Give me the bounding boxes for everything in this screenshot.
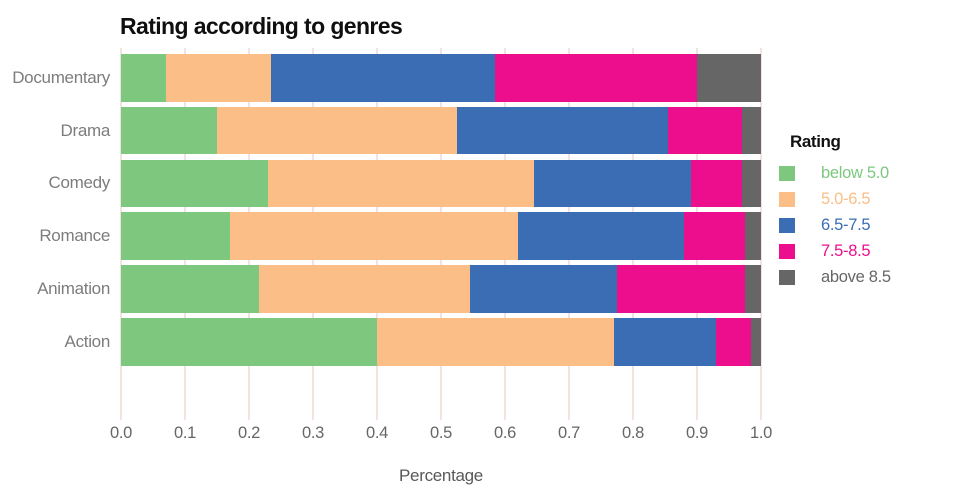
plot-panel: [120, 48, 762, 420]
chart-title: Rating according to genres: [120, 13, 403, 39]
bar-segment-action-5.0-6.5: [377, 318, 614, 366]
bar-segment-animation-5.0-6.5: [258, 265, 470, 313]
legend-label-7.5-8.5: 7.5-8.5: [821, 241, 871, 260]
bar-row-drama: [121, 106, 761, 155]
bar-segment-drama-below-5.0: [121, 106, 217, 155]
legend-swatch-6.5-7.5: [779, 217, 795, 233]
bar-segment-romance-above-8.5: [744, 212, 761, 260]
bar-segment-animation-7.5-8.5: [616, 265, 745, 313]
x-tick-0.0: 0.0: [109, 424, 133, 442]
legend: Rating below 5.0 5.0-6.5 6.5-7.5 7.5-8.5 abo…: [779, 132, 954, 290]
y-label-documentary: Documentary: [12, 67, 110, 87]
y-label-romance: Romance: [39, 226, 110, 246]
x-tick-0.8: 0.8: [621, 424, 645, 442]
legend-item-6.5-7.5: 6.5-7.5: [779, 212, 954, 238]
bar-segment-romance-7.5-8.5: [684, 212, 745, 260]
legend-swatch-above-8.5: [779, 269, 795, 285]
bar-segment-comedy-6.5-7.5: [533, 159, 691, 208]
x-tick-0.5: 0.5: [429, 424, 453, 442]
x-tick-0.7: 0.7: [557, 424, 581, 442]
y-label-action: Action: [64, 331, 111, 351]
x-tick-0.1: 0.1: [173, 424, 197, 442]
bar-segment-documentary-5.0-6.5: [165, 54, 272, 102]
legend-swatch-5.0-6.5: [779, 191, 795, 207]
x-tick-0.2: 0.2: [237, 424, 261, 442]
bar-segment-action-6.5-7.5: [613, 318, 717, 366]
bar-segment-action-7.5-8.5: [716, 318, 752, 366]
legend-label-below-5.0: below 5.0: [821, 163, 889, 182]
y-label-comedy: Comedy: [48, 173, 110, 193]
bar-segment-romance-5.0-6.5: [229, 212, 518, 260]
bar-segment-comedy-7.5-8.5: [690, 159, 742, 208]
bar-segment-documentary-above-8.5: [696, 54, 761, 102]
x-tick-0.4: 0.4: [365, 424, 389, 442]
bar-row-comedy: [121, 159, 761, 208]
bar-segment-animation-below-5.0: [121, 265, 259, 313]
bar-segment-romance-6.5-7.5: [517, 212, 685, 260]
bar-segment-action-above-8.5: [751, 318, 761, 366]
legend-label-above-8.5: above 8.5: [821, 267, 891, 286]
y-label-drama: Drama: [60, 120, 110, 140]
legend-item-above-8.5: above 8.5: [779, 264, 954, 290]
legend-title: Rating: [790, 132, 841, 151]
bar-segment-action-below-5.0: [121, 318, 377, 366]
legend-label-5.0-6.5: 5.0-6.5: [821, 189, 871, 208]
bar-segment-animation-6.5-7.5: [469, 265, 617, 313]
bar-segment-comedy-below-5.0: [121, 159, 269, 208]
bar-segment-drama-6.5-7.5: [457, 106, 669, 155]
bar-segment-comedy-5.0-6.5: [268, 159, 534, 208]
bar-segment-romance-below-5.0: [121, 212, 230, 260]
legend-item-below-5.0: below 5.0: [779, 160, 954, 186]
bar-segment-documentary-below-5.0: [121, 54, 166, 102]
bar-row-animation: [121, 265, 761, 313]
legend-label-6.5-7.5: 6.5-7.5: [821, 215, 871, 234]
gridline-x-1.0: [760, 48, 762, 420]
x-tick-0.9: 0.9: [685, 424, 709, 442]
legend-item-5.0-6.5: 5.0-6.5: [779, 186, 954, 212]
legend-swatch-below-5.0: [779, 165, 795, 181]
bar-segment-documentary-6.5-7.5: [271, 54, 496, 102]
bar-segment-drama-7.5-8.5: [668, 106, 742, 155]
bar-row-documentary: [121, 54, 761, 102]
bar-segment-comedy-above-8.5: [741, 159, 761, 208]
x-tick-0.3: 0.3: [301, 424, 325, 442]
x-tick-0.6: 0.6: [493, 424, 517, 442]
legend-item-7.5-8.5: 7.5-8.5: [779, 238, 954, 264]
bar-row-action: [121, 318, 761, 366]
bar-segment-drama-above-8.5: [741, 106, 761, 155]
bar-row-romance: [121, 212, 761, 260]
bar-segment-documentary-7.5-8.5: [495, 54, 697, 102]
x-axis-title: Percentage: [399, 466, 483, 485]
y-label-animation: Animation: [37, 279, 110, 298]
bar-segment-animation-above-8.5: [744, 265, 761, 313]
bar-segment-drama-5.0-6.5: [217, 106, 457, 155]
legend-swatch-7.5-8.5: [779, 243, 795, 259]
x-tick-1.0: 1.0: [749, 424, 773, 442]
